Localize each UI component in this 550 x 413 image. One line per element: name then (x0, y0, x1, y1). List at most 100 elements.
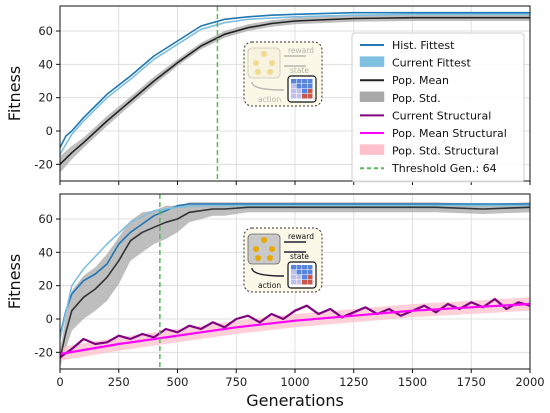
x-tick-label: 1000 (280, 375, 309, 389)
x-tick-label: 500 (167, 375, 189, 389)
legend-label: Threshold Gen.: 64 (391, 162, 497, 175)
y-tick-label: 60 (38, 212, 53, 226)
grid-cell (302, 84, 307, 89)
grid-cell (302, 89, 307, 94)
grid-cell (307, 270, 313, 275)
grid-cell (302, 280, 307, 285)
legend-entry: Threshold Gen.: 64 (360, 162, 497, 175)
x-tick-label: 750 (225, 375, 247, 389)
series-pop-mean (60, 16, 530, 165)
legend-label: Current Structural (392, 109, 491, 122)
grid-cell (307, 265, 313, 270)
x-tick-label: 1250 (339, 375, 368, 389)
grid-cell (307, 275, 313, 280)
x-tick-label: 0 (56, 375, 63, 389)
neuron-icon (261, 51, 267, 57)
panel-top: reward state action -20 0 20 40 60 Fitness Hist. … (5, 5, 531, 185)
legend-entry: Current Structural (360, 109, 491, 122)
plot-area (60, 6, 530, 181)
grid-cell (302, 94, 307, 99)
grid-cell (291, 79, 296, 84)
inset-label-state: state (290, 66, 309, 75)
y-axis-label: Fitness (5, 66, 24, 121)
grid-cell (291, 84, 296, 89)
series-pop-mean (60, 206, 530, 360)
legend-label: Pop. Mean Structural (392, 127, 507, 140)
legend-label: Pop. Mean (392, 74, 449, 87)
legend: Hist. Fittest Current Fittest Pop. Mean Pop… (351, 32, 525, 183)
grid-cell (302, 79, 307, 84)
y-tick-label: 20 (38, 91, 53, 105)
neuron-icon (267, 69, 273, 75)
neuron-icon (267, 255, 273, 261)
grid-cell (307, 280, 313, 285)
band-pop-std-structural (60, 297, 530, 361)
y-tick-label: -20 (34, 157, 53, 171)
legend-entry: Current Fittest (359, 56, 472, 70)
grid-cell (291, 275, 296, 280)
legend-label: Pop. Std. Structural (392, 145, 499, 158)
grid-cell (296, 275, 302, 280)
series-current-fittest (60, 204, 530, 340)
inset-illustration: reward state action (243, 41, 323, 107)
x-axis-label: Generations (246, 391, 344, 410)
y-axis-label: Fitness (5, 254, 24, 309)
series-current-structural (60, 297, 530, 359)
y-tick-label: 40 (38, 245, 53, 259)
y-tick-label: 40 (38, 57, 53, 71)
grid-cell (296, 89, 302, 94)
neuron-icon (255, 255, 261, 261)
series-current-fittest (60, 13, 530, 155)
legend-swatch (359, 144, 385, 155)
grid-cell (296, 84, 302, 89)
y-tick-label: 20 (38, 279, 53, 293)
grid-cell (307, 89, 313, 94)
grid-cell (296, 280, 302, 285)
x-tick-label: 250 (108, 375, 130, 389)
x-tick-label: 1500 (398, 375, 427, 389)
legend-swatch (359, 91, 385, 103)
inset-label-reward: reward (288, 46, 314, 55)
grid-cell (291, 89, 296, 94)
y-tick-label: 60 (38, 24, 53, 38)
grid-cell (307, 79, 313, 84)
panel-bottom: reward state action -20 0 20 40 60 0 250 500 750 100… (5, 193, 545, 410)
legend-swatch (359, 56, 385, 67)
y-tick-label: 0 (46, 312, 53, 326)
neuron-icon (261, 237, 267, 243)
grid-cell (307, 94, 313, 99)
grid-cell (302, 270, 307, 275)
legend-label: Current Fittest (392, 57, 472, 70)
inset-label-action: action (258, 281, 281, 290)
inset-label-state: state (290, 252, 309, 261)
neuron-icon (269, 60, 275, 66)
legend-entry: Pop. Std. Structural (359, 144, 499, 158)
action-arrow-icon (251, 267, 285, 277)
neuron-icon (255, 69, 261, 75)
y-tick-label: -20 (34, 345, 53, 359)
inset-label-action: action (258, 95, 281, 104)
series-pop-mean-structural (60, 302, 530, 356)
grid-cell (291, 270, 296, 275)
grid-cell (302, 275, 307, 280)
grid-cell (296, 270, 302, 275)
neuron-icon (253, 246, 259, 252)
legend-entry: Pop. Std. (359, 91, 441, 105)
grid-cell (291, 265, 296, 270)
grid-cell (291, 280, 296, 285)
series-hist-fittest (60, 203, 530, 336)
legend-entry: Pop. Mean (360, 74, 449, 87)
action-arrow-icon (251, 81, 285, 91)
agent-network-icon (247, 47, 281, 79)
legend-frame (351, 32, 525, 183)
inset-illustration: reward state action (243, 227, 323, 293)
grid-cell (291, 94, 296, 99)
grid-cell (302, 265, 307, 270)
inset-label-reward: reward (288, 232, 314, 241)
grid-cell (296, 79, 302, 84)
neuron-icon (269, 246, 275, 252)
legend-label: Pop. Std. (392, 92, 441, 105)
legend-entry: Pop. Mean Structural (360, 127, 507, 140)
grid-cell (296, 94, 302, 99)
